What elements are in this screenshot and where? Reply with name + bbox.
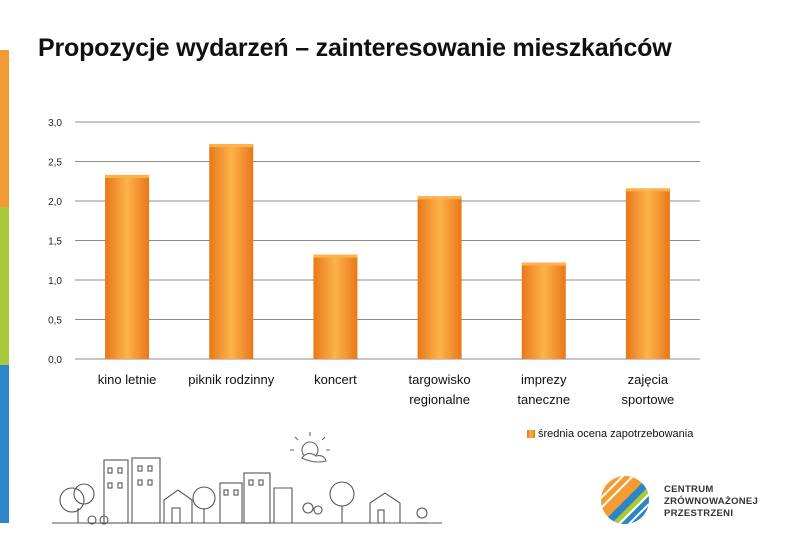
logo-line-1: CENTRUM	[664, 484, 714, 495]
x-tick-label: imprezy taneczne	[517, 372, 570, 407]
bar-top	[417, 196, 462, 200]
bar	[209, 144, 254, 359]
bar-top	[105, 174, 150, 178]
side-stripe-orange	[0, 50, 9, 207]
x-tick-label-line: taneczne	[517, 392, 570, 407]
x-tick-label-line: imprezy	[521, 372, 567, 387]
bar	[313, 254, 358, 359]
bar	[417, 196, 462, 359]
legend-swatch	[527, 430, 535, 438]
x-tick-label-line: targowisko	[409, 372, 471, 387]
y-tick-label: 2,0	[48, 197, 62, 208]
x-tick-label: koncert	[314, 372, 357, 387]
y-tick-label: 2,5	[48, 158, 62, 169]
logo-line-2: ZRÓWNOWAŻONEJ	[664, 496, 759, 507]
axis-labels: 0,0 0,5 1,0 1,5 2,0 2,5 3,0 kino letnie piknik r…	[48, 118, 674, 407]
bar	[625, 188, 670, 359]
logo-text: CENTRUM ZRÓWNOWAŻONEJ PRZESTRZENI	[664, 484, 758, 520]
bar-top	[313, 254, 358, 258]
side-stripe-green	[0, 207, 9, 365]
logo-line-3: PRZESTRZENI	[664, 508, 734, 519]
side-stripe-blue	[0, 365, 9, 523]
sun-icon	[290, 432, 330, 463]
y-tick-label: 1,5	[48, 237, 62, 248]
x-tick-label: targowisko regionalne	[409, 372, 471, 407]
city-doodle-icon	[52, 432, 442, 525]
x-tick-label-line: koncert	[314, 372, 357, 387]
legend-label: średnia ocena zapotrzebowania	[538, 428, 694, 440]
y-tick-label: 0,0	[48, 355, 62, 366]
bar-top	[625, 188, 670, 192]
x-tick-label-line: piknik rodzinny	[188, 372, 274, 387]
x-tick-label: piknik rodzinny	[188, 372, 274, 387]
centrum-logo-icon	[601, 476, 649, 524]
bar-top	[209, 144, 254, 148]
chart-legend: średnia ocena zapotrzebowania	[527, 428, 693, 440]
page-title: Propozycje wydarzeń – zainteresowanie mi…	[38, 34, 672, 62]
bar	[105, 174, 150, 359]
grid-lines	[75, 121, 700, 360]
x-tick-label-line: zajęcia	[628, 372, 669, 387]
y-tick-label: 3,0	[48, 118, 62, 129]
bars	[105, 144, 670, 359]
x-tick-label: kino letnie	[98, 372, 157, 387]
y-tick-label: 1,0	[48, 276, 62, 287]
y-tick-label: 0,5	[48, 316, 62, 327]
x-tick-label-line: sportowe	[622, 392, 675, 407]
x-tick-label-line: regionalne	[409, 392, 470, 407]
x-tick-label-line: kino letnie	[98, 372, 157, 387]
bar-top	[521, 262, 566, 266]
bar	[521, 262, 566, 359]
x-tick-label: zajęcia sportowe	[622, 372, 675, 407]
